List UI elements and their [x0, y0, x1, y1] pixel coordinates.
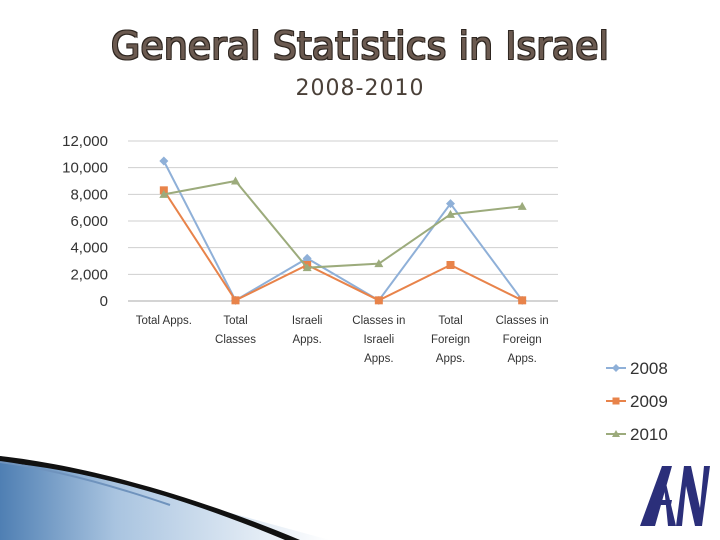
- data-point-square: [518, 296, 527, 305]
- chart-gridlines: [128, 140, 558, 302]
- data-point-triangle: [374, 259, 384, 268]
- slide-title: General Statistics in Israel: [110, 24, 610, 68]
- x-category-label: Israeli Apps.: [292, 315, 323, 346]
- y-tick-label: 2,000: [70, 266, 108, 283]
- data-point-triangle: [231, 176, 240, 185]
- series-2010: [159, 176, 527, 272]
- y-tick-label: 8,000: [70, 186, 108, 203]
- slide-subtitle: 2008-2010: [295, 76, 425, 101]
- legend-item-2008: 2008: [606, 359, 668, 378]
- x-category-label: Classes in Israeli Apps.: [352, 315, 405, 365]
- data-point-diamond: [159, 156, 169, 166]
- x-category-label: Total Apps.: [136, 315, 192, 327]
- data-point-square: [231, 296, 240, 305]
- data-point-triangle: [446, 209, 455, 218]
- series-line: [162, 160, 523, 302]
- data-point-diamond: [612, 364, 620, 372]
- legend-label: 2010: [630, 425, 668, 444]
- data-point-triangle: [517, 201, 527, 210]
- series-line: [162, 189, 523, 302]
- y-axis-ticks: 0 2,000 4,000 6,000 8,000 10,000 12,000: [62, 133, 108, 310]
- y-tick-label: 12,000: [62, 133, 108, 150]
- chart-legend: 2008 2009 2010: [606, 359, 668, 444]
- x-axis-categories: Total Apps. Total Classes Israeli Apps. Class…: [136, 315, 549, 365]
- legend-item-2010: 2010: [606, 425, 668, 444]
- x-category-label: Total Foreign Apps.: [431, 315, 470, 365]
- legend-label: 2008: [630, 359, 668, 378]
- data-point-square: [612, 397, 620, 405]
- x-category-label: Classes in Foreign Apps.: [496, 315, 549, 365]
- y-tick-label: 10,000: [62, 160, 108, 177]
- y-tick-label: 4,000: [70, 240, 108, 257]
- y-tick-label: 6,000: [70, 213, 108, 230]
- data-point-diamond: [446, 199, 455, 209]
- data-point-square: [446, 261, 455, 269]
- data-point-triangle: [159, 189, 169, 198]
- data-point-triangle: [302, 263, 312, 272]
- logo-mark: [640, 466, 710, 526]
- series-line: [163, 179, 523, 269]
- legend-label: 2009: [630, 392, 668, 411]
- chart-series: [159, 156, 527, 305]
- y-tick-label: 0: [100, 293, 108, 310]
- x-category-label: Total Classes: [215, 315, 256, 346]
- data-point-square: [374, 296, 383, 305]
- data-point-triangle: [612, 430, 620, 437]
- data-point-diamond: [302, 253, 312, 263]
- legend-item-2009: 2009: [606, 392, 668, 411]
